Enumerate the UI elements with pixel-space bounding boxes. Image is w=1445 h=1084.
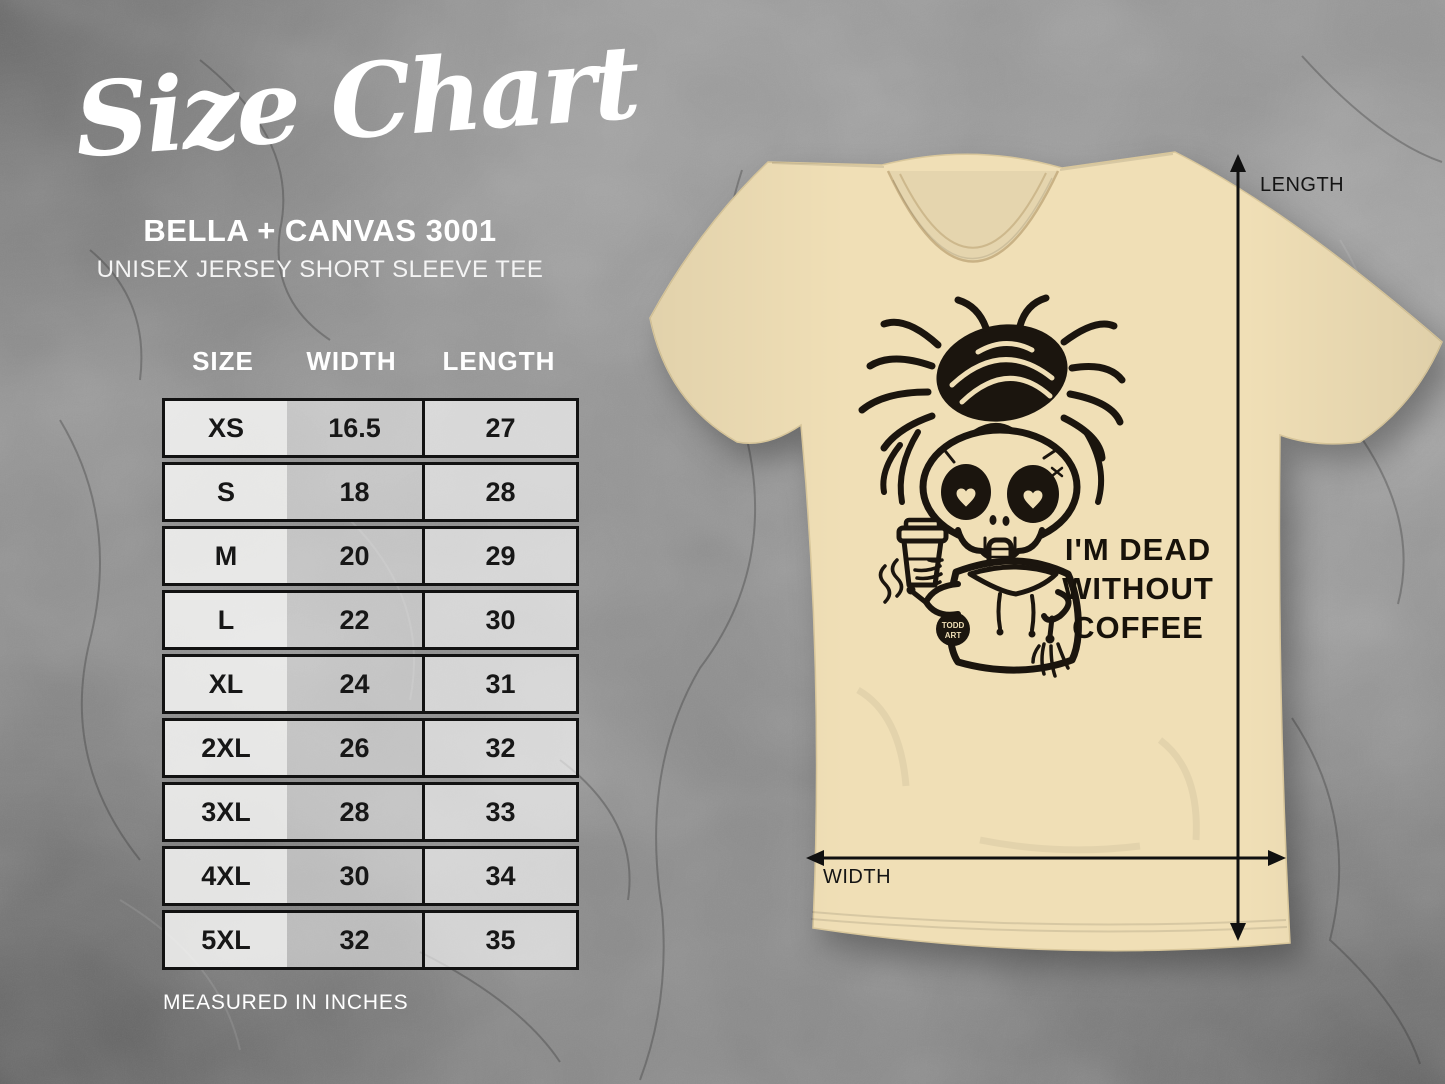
size-cell: 5XL [165, 913, 287, 967]
arm-with-cup [878, 517, 961, 618]
size-table: XS 16.5 27 S 18 28 M 20 29 L 22 30 XL 24… [162, 398, 579, 974]
table-row: XL 24 31 [162, 654, 579, 714]
table-row: 4XL 30 34 [162, 846, 579, 906]
width-cell: 28 [287, 785, 422, 839]
tshirt-wrinkles [856, 686, 1200, 854]
table-row: 5XL 32 35 [162, 910, 579, 970]
badge-top-text: TODD [942, 621, 965, 630]
skeleton-fingers [913, 558, 944, 588]
skull-cracks [944, 448, 1064, 478]
coffee-steam [878, 558, 904, 604]
size-cell: S [165, 465, 287, 519]
table-footnote: MEASURED IN INCHES [163, 991, 409, 1014]
length-cell: 27 [422, 401, 576, 455]
width-cell: 30 [287, 849, 422, 903]
badge-bottom-text: ART [945, 631, 962, 640]
width-cell: 16.5 [287, 401, 422, 455]
width-cell: 20 [287, 529, 422, 583]
size-cell: XS [165, 401, 287, 455]
size-cell: 2XL [165, 721, 287, 775]
measurement-arrows: LENGTH WIDTH [806, 154, 1344, 941]
header-width: WIDTH [306, 346, 397, 376]
hanging-arm [1031, 589, 1072, 678]
header-size: SIZE [192, 346, 254, 376]
size-cell: 4XL [165, 849, 287, 903]
length-cell: 30 [422, 593, 576, 647]
length-arrow [1230, 154, 1246, 941]
messy-bun-hair [858, 294, 1126, 505]
size-cell: XL [165, 657, 287, 711]
length-cell: 31 [422, 657, 576, 711]
length-cell: 29 [422, 529, 576, 583]
width-arrow [806, 850, 1286, 866]
brand-subtitle: BELLA + CANVAS 3001 [143, 213, 497, 248]
tshirt-mockup [649, 151, 1443, 952]
artist-badge: TODD ART [936, 612, 970, 646]
skeleton-design: TODD ART I'M DEAD WITHOUT COFFEE [858, 294, 1214, 678]
width-cell: 22 [287, 593, 422, 647]
slogan-line-1: I'M DEAD [1065, 532, 1211, 567]
table-row: M 20 29 [162, 526, 579, 586]
table-row: 2XL 26 32 [162, 718, 579, 778]
length-cell: 32 [422, 721, 576, 775]
slogan-line-2: WITHOUT [1062, 571, 1214, 606]
header-length: LENGTH [442, 346, 556, 376]
width-cell: 26 [287, 721, 422, 775]
size-cell: M [165, 529, 287, 583]
table-row: 3XL 28 33 [162, 782, 579, 842]
table-header-row: SIZE WIDTH LENGTH [162, 346, 579, 377]
hoodie [946, 557, 1082, 674]
width-cell: 24 [287, 657, 422, 711]
product-subtitle: UNISEX JERSEY SHORT SLEEVE TEE [96, 256, 544, 283]
tshirt-seams [771, 153, 1288, 933]
width-cell: 18 [287, 465, 422, 519]
skull-nose [989, 515, 1010, 526]
table-row: XS 16.5 27 [162, 398, 579, 458]
length-cell: 34 [422, 849, 576, 903]
length-cell: 33 [422, 785, 576, 839]
table-row: S 18 28 [162, 462, 579, 522]
size-cell: 3XL [165, 785, 287, 839]
tshirt-collar [886, 170, 1060, 263]
slogan-line-3: COFFEE [1072, 610, 1204, 645]
width-label: WIDTH [823, 866, 891, 888]
length-cell: 35 [422, 913, 576, 967]
width-cell: 32 [287, 913, 422, 967]
size-cell: L [165, 593, 287, 647]
length-cell: 28 [422, 465, 576, 519]
table-row: L 22 30 [162, 590, 579, 650]
slogan-text: I'M DEAD WITHOUT COFFEE [1062, 532, 1214, 645]
concrete-cracks [59, 55, 1443, 1081]
length-label: LENGTH [1260, 174, 1344, 196]
